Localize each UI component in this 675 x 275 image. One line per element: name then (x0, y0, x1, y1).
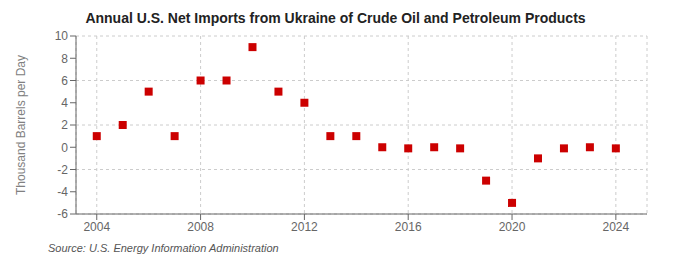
svg-text:0: 0 (61, 141, 68, 155)
html-text:Source: U.S. Energy Informatio: Source: U.S. Energy Information Administ… (48, 242, 279, 254)
svg-text:10: 10 (55, 29, 69, 43)
svg-text:-6: -6 (57, 207, 68, 221)
svg-text:-4: -4 (57, 185, 68, 199)
svg-text:4: 4 (61, 96, 68, 110)
svg-text:2: 2 (61, 118, 68, 132)
svg-text:2008: 2008 (187, 220, 214, 234)
svg-text:Thousand Barrels per Day: Thousand Barrels per Day (14, 55, 28, 195)
svg-text:-2: -2 (57, 163, 68, 177)
svg-text:2004: 2004 (83, 220, 110, 234)
svg-text:2016: 2016 (395, 220, 422, 234)
svg-text:2012: 2012 (291, 220, 318, 234)
html-text:Annual U.S. Net Imports from U: Annual U.S. Net Imports from Ukraine of … (85, 10, 586, 26)
svg-text:6: 6 (61, 74, 68, 88)
svg-text:8: 8 (61, 52, 68, 66)
svg-text:2024: 2024 (603, 220, 630, 234)
svg-text:2020: 2020 (499, 220, 526, 234)
